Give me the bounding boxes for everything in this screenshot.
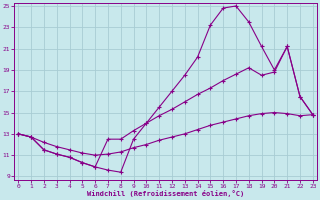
X-axis label: Windchill (Refroidissement éolien,°C): Windchill (Refroidissement éolien,°C) bbox=[87, 190, 244, 197]
